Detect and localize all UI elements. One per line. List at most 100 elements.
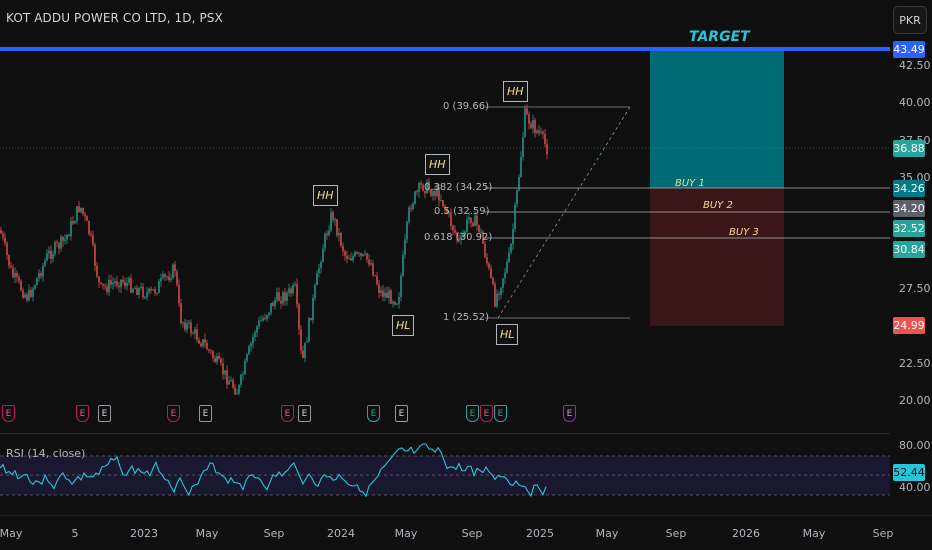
candle-body bbox=[116, 281, 118, 286]
candle-body bbox=[88, 220, 90, 234]
swing-label-hh[interactable]: HH bbox=[425, 154, 450, 175]
time-axis-label: Sep bbox=[461, 527, 483, 540]
candle-body bbox=[524, 108, 526, 137]
fib-level-label: 0 (39.66) bbox=[443, 101, 489, 112]
fib-level-label: 0.618 (30.92) bbox=[424, 232, 493, 243]
earnings-event-icon[interactable]: E bbox=[281, 405, 294, 422]
candle-body bbox=[150, 288, 152, 291]
candle-body bbox=[250, 343, 252, 347]
time-axis-label: May bbox=[802, 527, 826, 540]
swing-label-hl[interactable]: HL bbox=[496, 324, 519, 345]
candle-body bbox=[74, 221, 76, 224]
earnings-event-icon[interactable]: E bbox=[199, 405, 212, 422]
candle-body bbox=[408, 207, 410, 222]
candle-body bbox=[248, 346, 250, 355]
candle-body bbox=[278, 292, 280, 301]
earnings-event-icon[interactable]: E bbox=[494, 405, 507, 422]
candle-body bbox=[430, 189, 432, 196]
candle-body bbox=[22, 290, 24, 298]
candle-body bbox=[204, 339, 206, 343]
candle-body bbox=[146, 292, 148, 298]
candle-body bbox=[530, 123, 532, 129]
candle-body bbox=[228, 381, 230, 385]
candle-body bbox=[322, 248, 324, 263]
candle-body bbox=[244, 360, 246, 375]
candle-body bbox=[272, 302, 274, 307]
candle-body bbox=[290, 288, 292, 294]
candle-body bbox=[96, 265, 98, 277]
candle-body bbox=[440, 199, 442, 201]
candle-body bbox=[16, 273, 18, 277]
candle-body bbox=[52, 254, 54, 259]
earnings-event-icon[interactable]: E bbox=[395, 405, 408, 422]
earnings-event-icon[interactable]: E bbox=[98, 405, 111, 422]
earnings-event-icon[interactable]: E bbox=[2, 405, 15, 422]
candle-body bbox=[274, 299, 276, 307]
candle-body bbox=[252, 336, 254, 344]
candle-body bbox=[58, 243, 60, 249]
swing-label-hh[interactable]: HH bbox=[313, 185, 338, 206]
candle-body bbox=[160, 277, 162, 282]
candle-body bbox=[10, 265, 12, 268]
candle-body bbox=[286, 292, 288, 301]
candle-body bbox=[400, 275, 402, 297]
candle-body bbox=[282, 292, 284, 304]
earnings-event-icon[interactable]: E bbox=[466, 405, 479, 422]
candle-body bbox=[164, 274, 166, 277]
candle-body bbox=[186, 323, 188, 330]
target-label: TARGET bbox=[689, 29, 750, 45]
candle-body bbox=[284, 292, 286, 301]
candle-body bbox=[174, 264, 176, 272]
candle-body bbox=[178, 284, 180, 304]
candle-body bbox=[526, 108, 528, 115]
swing-label-hh[interactable]: HH bbox=[503, 81, 528, 102]
candle-body bbox=[112, 282, 114, 285]
candle-body bbox=[156, 292, 158, 294]
rsi-indicator-label[interactable]: RSI (14, close) bbox=[6, 447, 86, 460]
candle-body bbox=[442, 199, 444, 207]
candle-body bbox=[388, 290, 390, 298]
candle-body bbox=[314, 284, 316, 298]
candle-body bbox=[506, 261, 508, 273]
rsi-value-tag: 52.44 bbox=[893, 464, 925, 481]
candle-body bbox=[196, 329, 198, 340]
candle-body bbox=[216, 356, 218, 363]
earnings-event-icon[interactable]: E bbox=[367, 405, 380, 422]
candle-body bbox=[292, 285, 294, 294]
candle-body bbox=[402, 254, 404, 276]
earnings-event-icon[interactable]: E bbox=[167, 405, 180, 422]
earnings-event-icon[interactable]: E bbox=[563, 405, 576, 422]
candle-body bbox=[208, 349, 210, 351]
candle-body bbox=[324, 233, 326, 249]
candle-body bbox=[386, 292, 388, 298]
swing-label-hl[interactable]: HL bbox=[392, 315, 415, 336]
candle-body bbox=[378, 284, 380, 293]
candle-body bbox=[498, 293, 500, 295]
candle-body bbox=[114, 281, 116, 283]
candle-body bbox=[510, 244, 512, 253]
candle-body bbox=[310, 318, 312, 321]
candle-body bbox=[72, 221, 74, 224]
candle-body bbox=[298, 304, 300, 330]
candle-body bbox=[238, 384, 240, 394]
candle-body bbox=[56, 242, 58, 244]
candle-body bbox=[168, 276, 170, 280]
candle-body bbox=[426, 181, 428, 194]
currency-button[interactable]: PKR bbox=[893, 6, 927, 34]
candle-body bbox=[34, 285, 36, 289]
pane-separator[interactable] bbox=[0, 433, 890, 434]
candle-body bbox=[458, 238, 460, 240]
earnings-event-icon[interactable]: E bbox=[76, 405, 89, 422]
candle-body bbox=[202, 339, 204, 347]
target-zone bbox=[650, 49, 784, 188]
earnings-event-icon[interactable]: E bbox=[298, 405, 311, 422]
earnings-event-icon[interactable]: E bbox=[480, 405, 493, 422]
candle-body bbox=[346, 255, 348, 259]
candle-body bbox=[138, 287, 140, 295]
candle-body bbox=[490, 268, 492, 278]
candle-body bbox=[136, 287, 138, 295]
candle-body bbox=[338, 233, 340, 236]
candle-body bbox=[54, 242, 56, 255]
